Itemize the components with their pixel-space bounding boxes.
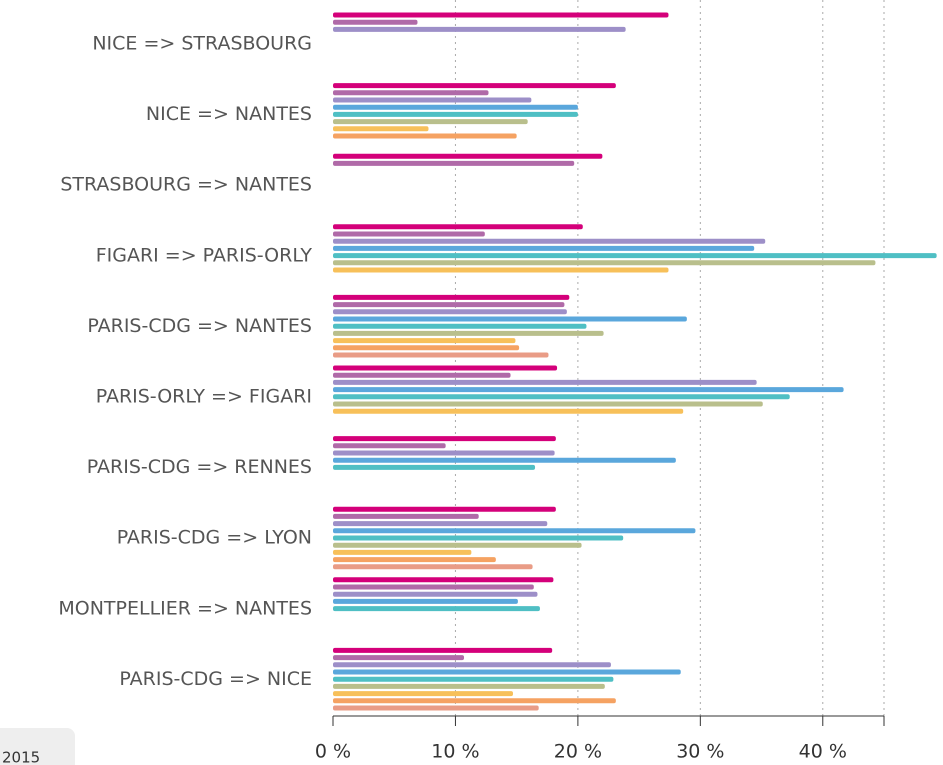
bar	[333, 133, 517, 139]
bar	[333, 513, 479, 519]
bar	[333, 683, 605, 689]
bar	[333, 450, 555, 456]
bar	[333, 379, 757, 385]
bar	[333, 705, 539, 711]
x-tick-label: 0 %	[315, 741, 351, 763]
bar	[333, 676, 614, 682]
bar	[333, 19, 418, 25]
bar	[333, 245, 755, 251]
category-label: MONTPELLIER => NANTES	[58, 597, 312, 619]
bar	[333, 387, 844, 393]
bar	[333, 408, 684, 414]
bar	[333, 372, 511, 378]
bar	[333, 691, 513, 697]
bar	[333, 464, 536, 470]
category-label: PARIS-CDG => LYON	[117, 527, 312, 549]
bar	[333, 598, 518, 604]
bar	[333, 260, 876, 266]
bar	[333, 224, 583, 230]
category-label: STRASBOURG => NANTES	[60, 174, 312, 196]
bar	[333, 294, 570, 300]
bar	[333, 309, 567, 315]
bar	[333, 253, 937, 259]
bar	[333, 267, 669, 273]
x-tick-label: 10 %	[431, 741, 479, 763]
bar	[333, 316, 687, 322]
bar	[333, 12, 669, 18]
bar	[333, 401, 763, 407]
bar	[333, 338, 516, 344]
bar	[333, 238, 766, 244]
bar	[333, 83, 616, 89]
bar	[333, 153, 603, 159]
bar	[333, 97, 532, 103]
bar	[333, 521, 548, 527]
bar	[333, 655, 465, 661]
bar	[333, 323, 587, 329]
bar	[333, 591, 538, 597]
bar	[333, 111, 578, 117]
bar	[333, 231, 485, 237]
year-box	[0, 728, 75, 765]
bar	[333, 457, 676, 463]
bar	[333, 542, 582, 548]
bar	[333, 662, 611, 668]
category-label: NICE => STRASBOURG	[92, 33, 312, 55]
bar	[333, 119, 528, 125]
bar	[333, 26, 626, 32]
category-label: PARIS-ORLY => FIGARI	[96, 386, 312, 408]
category-label: PARIS-CDG => NANTES	[87, 315, 312, 337]
bar	[333, 577, 554, 583]
bar	[333, 443, 446, 449]
bar	[333, 535, 624, 541]
x-tick-label: 40 %	[799, 741, 847, 763]
bar	[333, 606, 540, 612]
bar	[333, 506, 556, 512]
bar	[333, 126, 429, 132]
bar	[333, 436, 556, 442]
bar	[333, 564, 533, 570]
bar	[333, 104, 578, 110]
x-tick-label: 30 %	[676, 741, 724, 763]
category-label: PARIS-CDG => RENNES	[87, 456, 312, 478]
bar	[333, 330, 604, 336]
x-tick-label: 20 %	[554, 741, 602, 763]
bar	[333, 549, 472, 555]
bar	[333, 584, 534, 590]
bar	[333, 647, 553, 653]
bar	[333, 302, 565, 308]
category-label: PARIS-CDG => NICE	[119, 668, 312, 690]
category-label: FIGARI => PARIS-ORLY	[96, 244, 313, 266]
bar	[333, 557, 496, 563]
annotation: 2015	[2, 749, 40, 765]
bar	[333, 669, 681, 675]
bar	[333, 698, 616, 704]
bar	[333, 528, 696, 534]
bar	[333, 365, 558, 371]
bar	[333, 90, 489, 96]
category-label: NICE => NANTES	[146, 103, 312, 125]
bar	[333, 160, 575, 166]
bar	[333, 345, 520, 351]
bar	[333, 352, 549, 358]
bar	[333, 394, 790, 400]
